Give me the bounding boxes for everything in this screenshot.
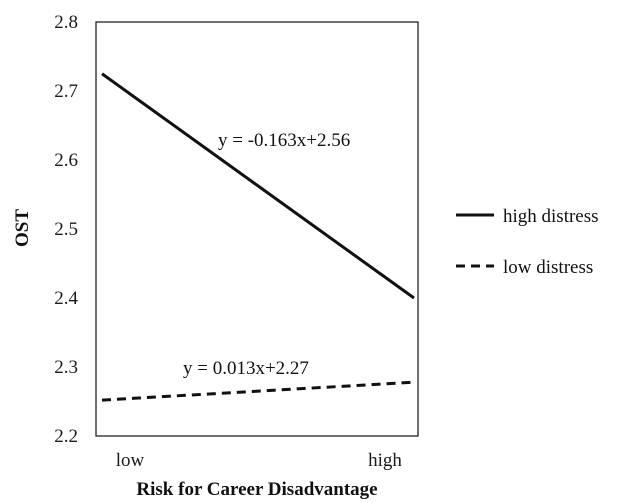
y-tick-label: 2.5 <box>54 219 78 240</box>
y-tick-label: 2.6 <box>54 150 78 171</box>
x-tick-label-high: high <box>368 450 402 471</box>
y-tick-label: 2.4 <box>54 288 78 309</box>
y-axis-title: OST <box>12 209 33 247</box>
x-tick-label-low: low <box>116 450 145 471</box>
series-lines <box>101 72 415 402</box>
series-line-low-distress <box>101 380 415 402</box>
equation-annotation-high-distress: y = -0.163x+2.56 <box>218 130 350 151</box>
series-line-high-distress <box>101 72 415 300</box>
legend-label-low-distress: low distress <box>503 257 593 278</box>
x-axis-ticks: low high <box>116 450 403 471</box>
x-axis-title: Risk for Career Disadvantage <box>136 479 377 500</box>
y-tick-label: 2.7 <box>54 81 78 102</box>
y-tick-label: 2.8 <box>54 12 78 33</box>
plot-frame <box>95 21 419 437</box>
y-tick-label: 2.3 <box>54 357 78 378</box>
equation-annotation-low-distress: y = 0.013x+2.27 <box>183 358 309 379</box>
y-axis-ticks: 2.2 2.3 2.4 2.5 2.6 2.7 2.8 <box>54 12 78 447</box>
legend-label-high-distress: high distress <box>503 206 599 227</box>
legend: high distress low distress <box>456 206 599 278</box>
y-tick-label: 2.2 <box>54 426 78 447</box>
